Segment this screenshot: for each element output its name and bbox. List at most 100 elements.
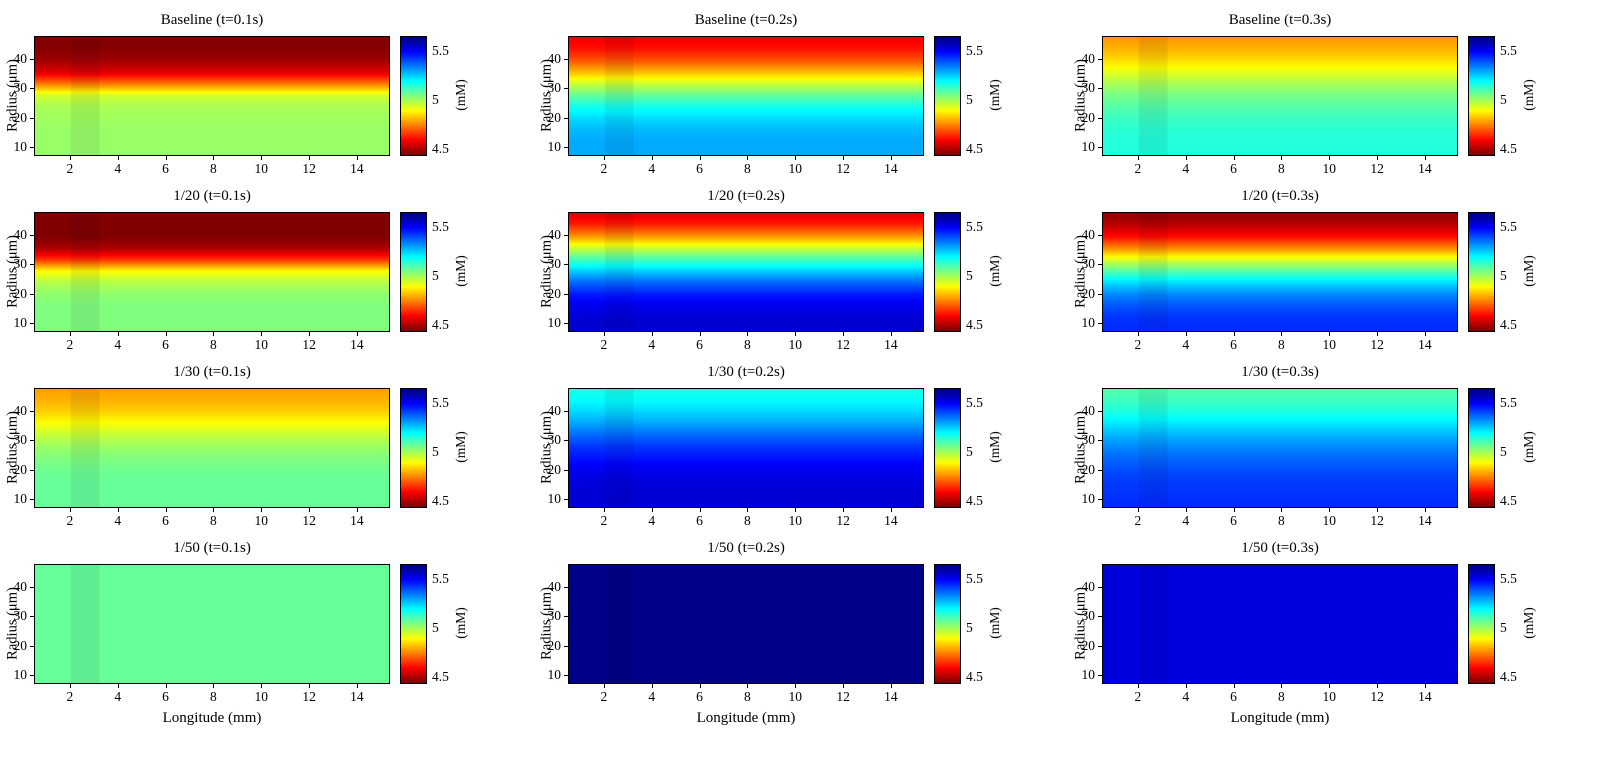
x-tick-mark — [843, 508, 845, 512]
heatmap-canvas — [569, 213, 923, 331]
heatmap-subplot: Baseline (t=0.3s) Radius (μm) 2 4 6 8 10 12 14… — [1068, 6, 1602, 211]
x-tick-mark — [213, 156, 215, 160]
x-tick-label: 4 — [1182, 161, 1190, 176]
heatmap-plot-area — [1102, 36, 1458, 156]
colorbar-tick-label: 4.5 — [432, 317, 449, 333]
x-tick-mark — [843, 332, 845, 336]
x-tick-mark — [1137, 684, 1139, 688]
heatmap-subplot: 1/50 (t=0.2s) Radius (μm) 2 4 6 8 10 12 14 40 3… — [534, 534, 1068, 739]
colorbar-tick-label: 5.5 — [432, 42, 449, 58]
colorbar-unit-label: (mM) — [453, 255, 468, 287]
colorbar-tick-label: 5 — [966, 267, 973, 283]
colorbar-tick-label: 5.5 — [966, 42, 983, 58]
colorbar-unit-label: (mM) — [987, 431, 1002, 463]
colorbar-tick-label: 5.5 — [966, 218, 983, 234]
colorbar — [934, 564, 961, 684]
x-tick-label: 8 — [744, 337, 751, 352]
colorbar-tick-label: 5 — [966, 619, 973, 635]
x-tick-label: 8 — [1278, 689, 1285, 704]
x-tick-label: 12 — [836, 689, 850, 704]
y-axis-label: Radius (μm) — [4, 411, 21, 484]
x-tick-label: 12 — [1370, 161, 1384, 176]
colorbar-tick-label: 5 — [432, 267, 439, 283]
x-tick-mark — [165, 332, 167, 336]
colorbar — [934, 388, 961, 508]
colorbar-gradient — [401, 213, 426, 331]
heatmap-plot-area — [1102, 564, 1458, 684]
x-tick-mark — [69, 684, 71, 688]
x-tick-mark — [1424, 508, 1426, 512]
x-tick-label: 4 — [114, 513, 122, 528]
colorbar-tick-label: 5 — [1500, 267, 1507, 283]
x-tick-label: 6 — [1230, 513, 1237, 528]
x-tick-mark — [1185, 508, 1187, 512]
x-tick-mark — [1185, 684, 1187, 688]
y-axis-label: Radius (μm) — [4, 59, 21, 132]
x-tick-mark — [165, 508, 167, 512]
x-tick-mark — [747, 156, 749, 160]
colorbar-gradient — [935, 389, 960, 507]
x-tick-label: 2 — [1134, 337, 1142, 352]
colorbar-tick-label: 5.5 — [432, 570, 449, 586]
x-tick-mark — [795, 332, 797, 336]
x-tick-mark — [69, 508, 71, 512]
colorbar-tick-label: 5 — [966, 443, 973, 459]
colorbar-unit-label: (mM) — [453, 431, 468, 463]
y-axis-label: Radius (μm) — [1072, 235, 1089, 308]
colorbar-tick-label: 5.5 — [1500, 42, 1517, 58]
x-tick-label: 4 — [648, 161, 656, 176]
x-tick-label: 10 — [254, 337, 268, 352]
x-tick-label: 12 — [836, 161, 850, 176]
x-tick-label: 6 — [1230, 161, 1237, 176]
heatmap-subplot: 1/20 (t=0.2s) Radius (μm) 2 4 6 8 10 12 14 40 3… — [534, 182, 1068, 387]
x-tick-label: 8 — [210, 337, 217, 352]
colorbar-unit-label: (mM) — [1521, 79, 1536, 111]
subplot-title: 1/30 (t=0.1s) — [173, 364, 251, 380]
x-tick-label: 4 — [648, 337, 656, 352]
x-tick-mark — [603, 332, 605, 336]
subplot-title: Baseline (t=0.2s) — [694, 12, 798, 28]
colorbar-tick-label: 5 — [1500, 91, 1507, 107]
x-tick-mark — [117, 684, 119, 688]
x-tick-label: 14 — [884, 689, 898, 704]
x-tick-label: 2 — [66, 161, 74, 176]
heatmap-plot-area — [568, 388, 924, 508]
x-tick-label: 14 — [884, 161, 898, 176]
x-tick-label: 6 — [162, 161, 169, 176]
x-tick-mark — [1377, 684, 1379, 688]
x-tick-mark — [699, 332, 701, 336]
x-tick-label: 4 — [114, 161, 122, 176]
x-tick-mark — [1233, 684, 1235, 688]
x-tick-mark — [309, 332, 311, 336]
x-tick-label: 10 — [254, 161, 268, 176]
x-tick-mark — [747, 508, 749, 512]
colorbar-tick-label: 4.5 — [966, 669, 983, 685]
x-tick-mark — [1137, 156, 1139, 160]
x-tick-mark — [699, 156, 701, 160]
x-tick-mark — [1329, 508, 1331, 512]
x-tick-label: 2 — [1134, 161, 1142, 176]
x-tick-label: 12 — [1370, 513, 1384, 528]
x-tick-mark — [1233, 508, 1235, 512]
x-tick-label: 6 — [696, 161, 703, 176]
x-tick-mark — [213, 684, 215, 688]
x-tick-label: 14 — [884, 513, 898, 528]
colorbar — [400, 388, 427, 508]
colorbar-unit-label: (mM) — [453, 607, 468, 639]
x-tick-mark — [699, 684, 701, 688]
x-tick-mark — [795, 684, 797, 688]
colorbar-tick-label: 5.5 — [1500, 570, 1517, 586]
x-tick-label: 8 — [1278, 161, 1285, 176]
heatmap-subplot: 1/20 (t=0.1s) Radius (μm) 2 4 6 8 10 12 14 40 3… — [0, 182, 534, 387]
x-tick-mark — [309, 684, 311, 688]
x-tick-mark — [356, 684, 358, 688]
x-tick-label: 10 — [788, 161, 802, 176]
x-tick-mark — [117, 156, 119, 160]
y-axis-label: Radius (μm) — [1072, 59, 1089, 132]
colorbar-tick-label: 4.5 — [1500, 493, 1517, 509]
heatmap-plot-area — [34, 388, 390, 508]
x-tick-mark — [1137, 508, 1139, 512]
x-tick-label: 4 — [1182, 513, 1190, 528]
colorbar-tick-label: 5 — [432, 91, 439, 107]
